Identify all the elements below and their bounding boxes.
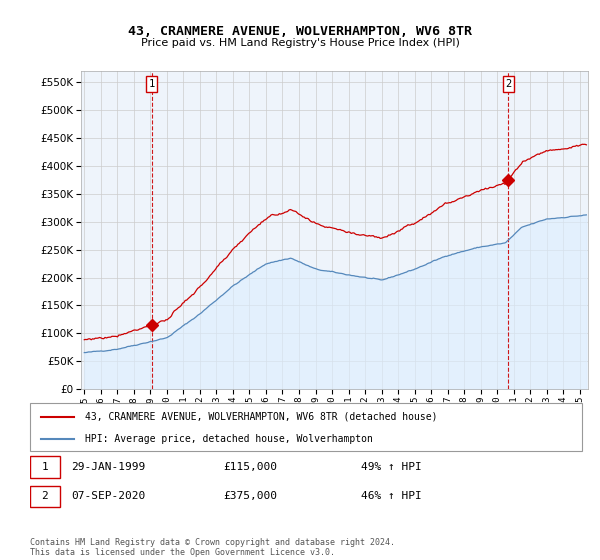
Text: 2: 2 xyxy=(505,79,512,89)
Text: £375,000: £375,000 xyxy=(223,491,277,501)
FancyBboxPatch shape xyxy=(30,486,61,507)
FancyBboxPatch shape xyxy=(30,456,61,478)
Text: Contains HM Land Registry data © Crown copyright and database right 2024.
This d: Contains HM Land Registry data © Crown c… xyxy=(30,538,395,557)
Text: 29-JAN-1999: 29-JAN-1999 xyxy=(71,462,146,472)
Text: £115,000: £115,000 xyxy=(223,462,277,472)
Text: 43, CRANMERE AVENUE, WOLVERHAMPTON, WV6 8TR: 43, CRANMERE AVENUE, WOLVERHAMPTON, WV6 … xyxy=(128,25,472,38)
Text: 46% ↑ HPI: 46% ↑ HPI xyxy=(361,491,422,501)
Text: Price paid vs. HM Land Registry's House Price Index (HPI): Price paid vs. HM Land Registry's House … xyxy=(140,38,460,48)
Text: 1: 1 xyxy=(41,462,48,472)
Text: 49% ↑ HPI: 49% ↑ HPI xyxy=(361,462,422,472)
Text: 07-SEP-2020: 07-SEP-2020 xyxy=(71,491,146,501)
Text: 2: 2 xyxy=(41,491,48,501)
Text: 43, CRANMERE AVENUE, WOLVERHAMPTON, WV6 8TR (detached house): 43, CRANMERE AVENUE, WOLVERHAMPTON, WV6 … xyxy=(85,412,438,422)
FancyBboxPatch shape xyxy=(30,403,582,451)
Text: 1: 1 xyxy=(149,79,155,89)
Text: HPI: Average price, detached house, Wolverhampton: HPI: Average price, detached house, Wolv… xyxy=(85,434,373,444)
